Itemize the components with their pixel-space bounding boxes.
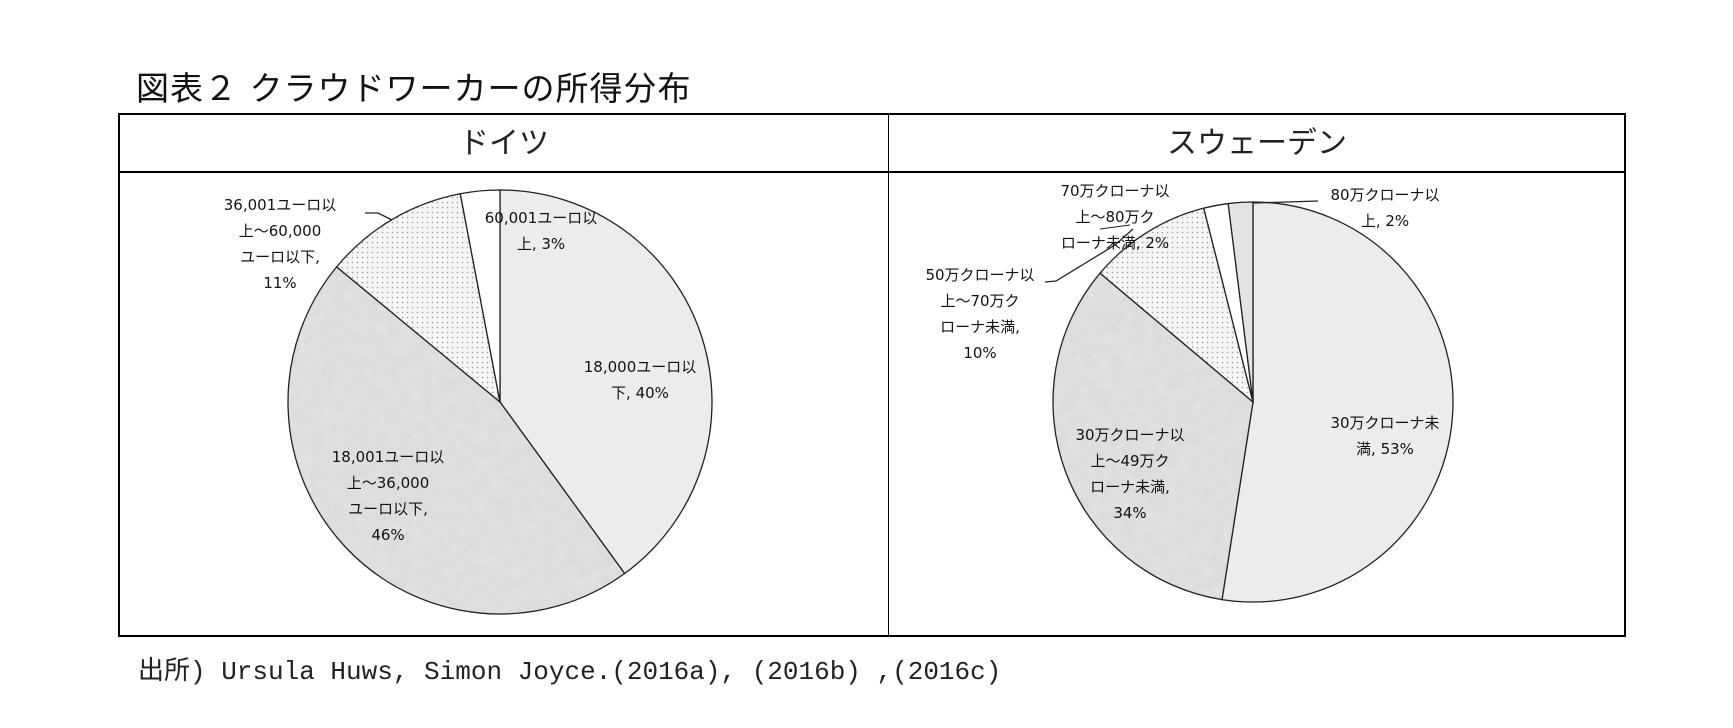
leader-line-se-2b [1252,200,1319,204]
pie-slice [1221,201,1454,603]
label-line: 上, 3% [516,235,566,253]
se-label-70-80: 70万クローナ以 上～80万ク ローナ未満, 2% [1030,178,1200,256]
label-line: ユーロ以下, [240,248,320,266]
label-line: 10% [963,344,997,362]
se-label-50-70: 50万クローナ以 上～70万ク ローナ未満, 10% [895,262,1065,366]
label-line: ローナ未満, 2% [1060,234,1170,252]
pie-slice [459,189,501,403]
label-line: 上～60,000 [238,222,322,240]
label-line: 11% [263,274,297,292]
label-line: 80万クローナ以 [1330,186,1440,204]
de-label-18001-36000: 18,001ユーロ以 上～36,000 ユーロ以下, 46% [303,444,473,548]
label-line: 60,001ユーロ以 [484,209,598,227]
pie-slice [1227,201,1254,403]
label-line: 下, 40% [611,384,669,402]
se-label-30-49: 30万クローナ以 上～49万ク ローナ未満, 34% [1045,422,1215,526]
label-line: 30万クローナ未 [1330,414,1440,432]
label-line: 上～70万ク [940,292,1020,310]
label-line: 34% [1113,504,1147,522]
label-line: 上～80万ク [1075,208,1155,226]
label-line: 18,001ユーロ以 [331,448,445,466]
column-divider [888,113,889,637]
label-line: 46% [371,526,405,544]
germany-column-header: ドイツ [459,126,549,161]
chart-table-frame [118,113,1626,637]
label-line: ローナ未満, [1090,478,1170,496]
label-line: 上, 2% [1360,212,1410,230]
se-label-over-80: 80万クローナ以 上, 2% [1300,182,1470,234]
de-label-18000: 18,000ユーロ以 下, 40% [555,354,725,406]
figure-title: 図表２ クラウドワーカーの所得分布 [136,69,692,108]
label-line: 50万クローナ以 [925,266,1035,284]
pie-slice [1099,207,1255,404]
label-line: 満, 53% [1356,440,1414,458]
label-line: 上～36,000 [346,474,430,492]
de-label-60001: 60,001ユーロ以 上, 3% [456,205,626,257]
pie-slice [1052,272,1254,601]
leader-line-se-10 [1044,228,1134,283]
leader-line-de-11 [365,212,393,221]
label-line: 上～49万ク [1090,452,1170,470]
germany-pie [287,189,713,615]
sweden-pie [1052,201,1454,603]
pie-slice [499,189,713,575]
leader-line-se-2a [1099,224,1131,230]
pie-slice [287,265,626,615]
label-line: ローナ未満, [940,318,1020,336]
label-line: 18,000ユーロ以 [583,358,697,376]
label-line: 30万クローナ以 [1075,426,1185,444]
label-line: ユーロ以下, [348,500,428,518]
se-label-under-30: 30万クローナ未 満, 53% [1300,410,1470,462]
source-note: 出所) Ursula Huws, Simon Joyce.(2016a), (2… [138,657,1002,687]
label-line: 70万クローナ以 [1060,182,1170,200]
sweden-column-header: スウェーデン [1167,126,1347,161]
de-label-36001-60000: 36,001ユーロ以 上～60,000 ユーロ以下, 11% [195,192,365,296]
label-line: 36,001ユーロ以 [223,196,337,214]
header-divider [118,171,1626,173]
